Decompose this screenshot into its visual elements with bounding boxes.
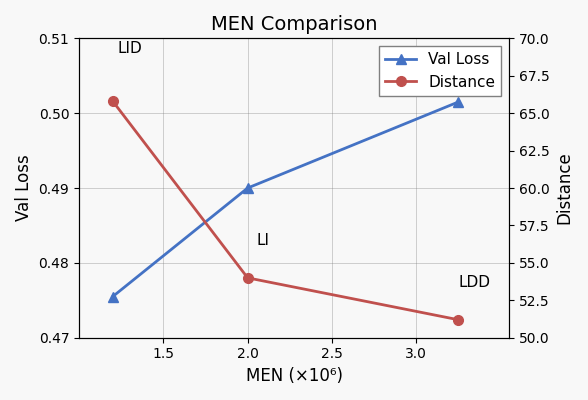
Legend: Val Loss, Distance: Val Loss, Distance: [379, 46, 502, 96]
Line: Distance: Distance: [108, 96, 463, 325]
Distance: [244, 276, 251, 280]
Title: MEN Comparison: MEN Comparison: [211, 15, 377, 34]
X-axis label: MEN (×10⁶): MEN (×10⁶): [246, 367, 342, 385]
Distance: [109, 99, 116, 104]
Text: LID: LID: [118, 41, 142, 56]
Distance: [455, 317, 462, 322]
Y-axis label: Distance: Distance: [555, 152, 573, 224]
Y-axis label: Val Loss: Val Loss: [15, 155, 33, 222]
Val Loss: [109, 294, 116, 299]
Line: Val Loss: Val Loss: [108, 97, 463, 302]
Val Loss: [455, 100, 462, 104]
Val Loss: [244, 186, 251, 190]
Text: LI: LI: [256, 233, 269, 248]
Text: LDD: LDD: [459, 275, 490, 290]
